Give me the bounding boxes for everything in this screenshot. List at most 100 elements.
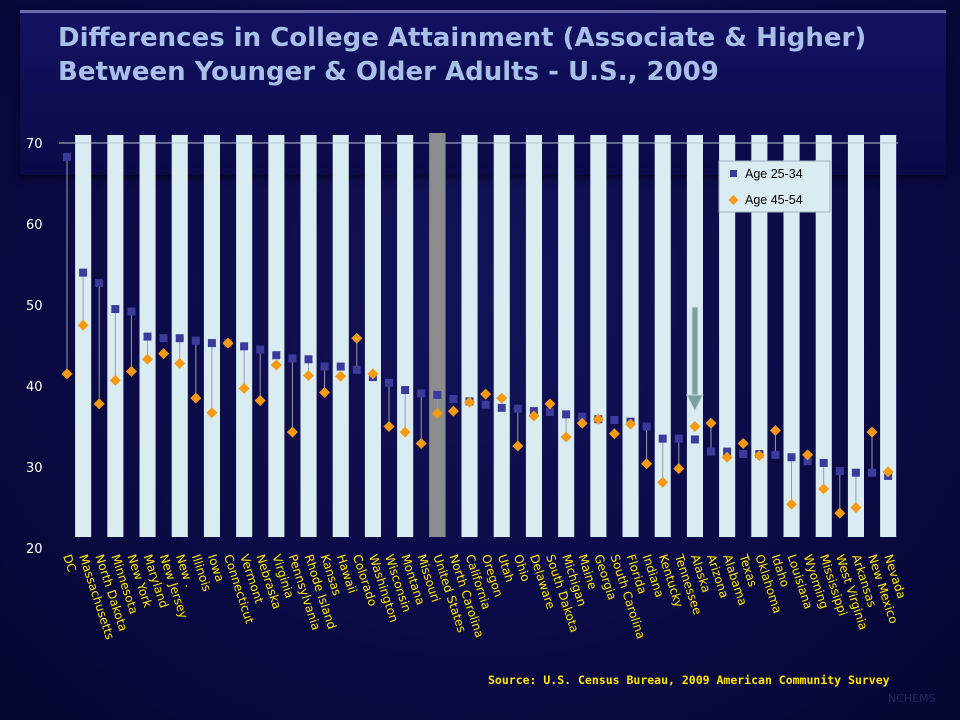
category-stripe [461,135,478,537]
data-point-age-25-34 [417,389,426,398]
data-point-age-45-54 [641,458,653,470]
data-point-age-45-54 [125,365,137,377]
category-stripe [815,135,832,537]
data-point-age-45-54 [721,451,733,463]
data-point-age-25-34 [240,342,249,351]
data-point-age-45-54 [109,374,121,386]
category-stripe [558,135,575,537]
data-point-age-45-54 [319,386,331,398]
data-point-age-45-54 [705,417,717,429]
data-point-age-45-54 [689,421,701,432]
y-tick-label: 20 [26,542,43,557]
legend-marker-age-45-54 [728,195,739,205]
annotation-arrow [686,306,704,413]
data-point-age-45-54 [431,408,443,420]
data-point-age-45-54 [206,407,218,419]
data-point-age-25-34 [385,378,393,387]
highlight-layer [429,133,446,537]
data-point-age-45-54 [882,466,894,478]
category-stripe [300,135,317,537]
legend-box [718,160,831,213]
category-stripe [783,135,800,537]
data-point-age-45-54 [866,426,878,438]
slide-title: Differences in College Attainment (Assoc… [58,23,867,87]
data-point-age-25-34 [851,468,860,477]
y-tick-label: 50 [26,299,43,314]
category-stripe [203,135,220,537]
data-point-age-45-54 [834,507,846,519]
data-point-age-25-34 [578,412,587,421]
data-point-age-25-34 [256,345,265,354]
data-point-age-45-54 [61,368,73,380]
category-stripe [751,135,768,537]
data-point-age-25-34 [546,407,554,416]
arrow-head [686,394,704,413]
arrow-shaft [691,306,699,396]
data-point-age-45-54 [286,426,298,438]
data-point-age-45-54 [753,450,765,462]
category-stripe [268,135,285,537]
data-point-age-45-54 [222,337,234,349]
data-point-age-45-54 [447,405,459,417]
data-point-age-25-34 [352,365,361,374]
data-point-age-25-34 [143,332,152,341]
data-point-age-45-54 [142,353,153,365]
data-point-age-45-54 [351,332,363,344]
data-point-age-25-34 [175,334,184,343]
data-point-age-45-54 [480,388,492,400]
data-point-age-45-54 [850,502,862,513]
data-point-age-25-34 [771,450,780,459]
data-point-age-25-34 [803,457,812,466]
data-point-age-45-54 [399,426,411,438]
category-stripe [525,135,542,537]
data-point-age-45-54 [576,417,588,429]
y-axis: 20 30 40 50 60 70 [26,137,43,557]
data-point-age-45-54 [93,398,105,410]
data-point-age-25-34 [868,468,876,477]
data-point-age-45-54 [383,421,395,432]
data-point-age-45-54 [592,413,604,425]
data-point-age-25-34 [723,447,732,456]
data-point-age-25-34 [159,334,168,343]
data-point-age-45-54 [238,382,250,394]
data-point-age-25-34 [690,435,699,444]
data-point-age-45-54 [657,476,669,488]
data-point-age-25-34 [707,447,715,456]
corner-mark: NCHEMS [888,692,936,705]
series-age-45-54 [61,319,894,519]
data-point-age-45-54 [818,483,830,495]
highlight-column [429,133,446,537]
data-point-age-45-54 [737,438,749,450]
legend-label-age-25-34: Age 25-34 [745,167,803,181]
data-point-age-25-34 [513,404,522,413]
data-point-age-45-54 [303,369,314,381]
data-point-age-25-34 [819,458,828,467]
data-point-age-25-34 [272,351,281,360]
category-stripe [332,135,349,537]
category-stripe [493,135,510,537]
data-point-age-45-54 [415,438,427,450]
category-stripe [75,135,92,537]
data-point-age-25-34 [127,307,136,316]
data-point-age-25-34 [207,339,216,348]
y-tick-label: 40 [26,380,43,395]
data-point-age-45-54 [673,463,685,475]
data-point-age-45-54 [77,319,89,331]
data-point-age-45-54 [560,431,572,443]
data-point-age-25-34 [401,386,410,395]
data-point-age-45-54 [769,425,781,437]
data-point-age-45-54 [464,396,475,408]
data-point-age-25-34 [288,354,297,363]
data-point-age-45-54 [367,368,379,380]
category-stripe [719,135,736,537]
data-point-age-25-34 [111,305,120,314]
data-point-age-25-34 [63,152,71,161]
legend: Age 25-34 Age 45-54 [718,160,831,213]
category-stripe [622,135,639,537]
category-stripe [880,135,897,537]
data-point-age-45-54 [625,418,636,430]
legend-marker-age-25-34 [730,170,737,177]
data-point-age-25-34 [304,355,313,364]
